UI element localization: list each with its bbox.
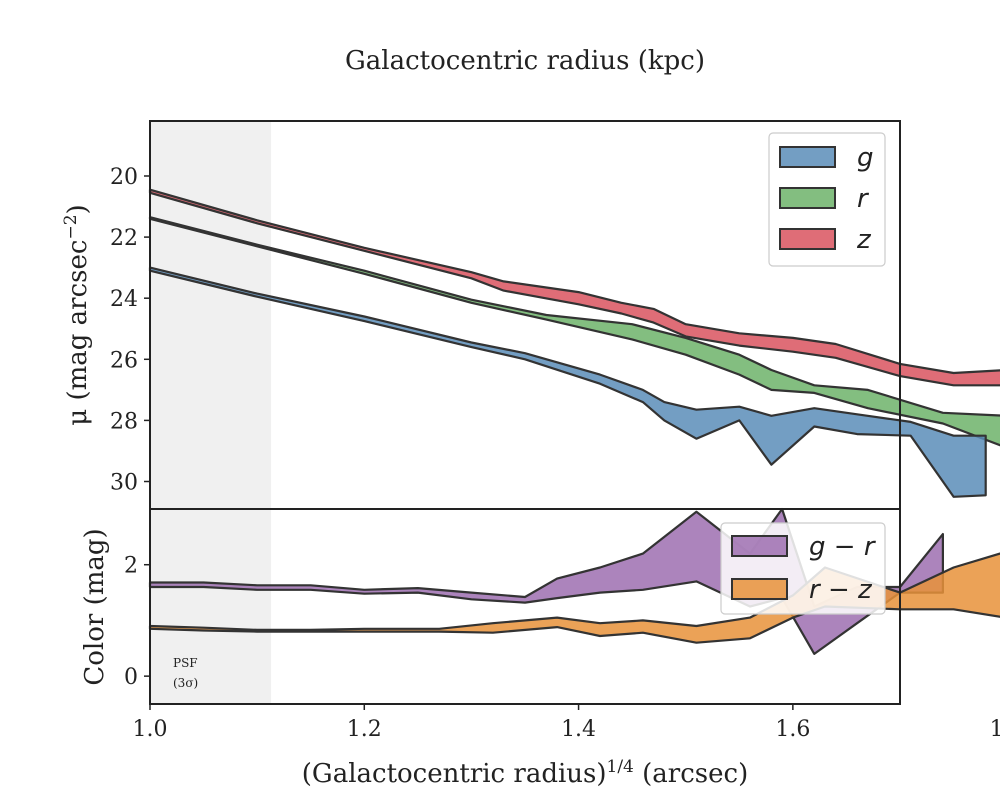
psf-region-top xyxy=(150,121,272,509)
legend-label: g xyxy=(857,143,874,173)
surface-brightness-series xyxy=(148,188,1000,498)
y-tick-label: 2 xyxy=(124,554,138,579)
y-tick-label: 0 xyxy=(124,665,138,690)
legend-label: z xyxy=(856,225,872,255)
psf-region-bottom xyxy=(150,509,272,704)
series-band-r-1 xyxy=(148,216,1000,447)
legend-swatch xyxy=(731,535,788,557)
psf-label-line2: (3σ) xyxy=(173,676,198,690)
series-band-g-2 xyxy=(148,266,987,498)
bottom-legend: g − r r − z xyxy=(720,522,886,615)
legend-label: r xyxy=(857,184,870,214)
bottom-panel-frame xyxy=(149,508,901,705)
series-band-z-0 xyxy=(148,188,1000,387)
bottom-x-ticks: 1.01.21.41.61.82.02.22.42.6 xyxy=(133,704,1000,742)
y-tick-label: 24 xyxy=(110,287,138,312)
top-y-ticks: 20 22 24 26 28 30 xyxy=(110,165,150,496)
y-tick-label: 22 xyxy=(110,226,138,251)
y-tick-label: 28 xyxy=(110,409,138,434)
bottom-y-axis-title: Color (mag) xyxy=(80,528,110,685)
top-legend: grz xyxy=(768,132,886,267)
x-tick-label: 1.6 xyxy=(775,717,810,742)
x-tick-label: 1.2 xyxy=(347,717,382,742)
x-tick-label: 1.8 xyxy=(990,717,1000,742)
legend-swatch xyxy=(731,578,788,600)
top-y-axis-title: μ (mag arcsec−2) xyxy=(61,204,93,425)
legend-swatch xyxy=(779,187,836,209)
legend-label: r − z xyxy=(809,575,873,605)
x-tick-label: 1.4 xyxy=(561,717,596,742)
legend-swatch xyxy=(779,146,836,168)
psf-label-line1: PSF xyxy=(173,656,198,670)
bottom-y-ticks: 02 xyxy=(124,554,150,690)
x-tick-label: 1.0 xyxy=(133,717,168,742)
legend-swatch xyxy=(779,228,836,250)
top-x-axis-title: Galactocentric radius (kpc) xyxy=(345,46,705,76)
y-tick-label: 20 xyxy=(110,165,138,190)
y-tick-label: 30 xyxy=(110,471,138,496)
legend-label: g − r xyxy=(809,532,877,562)
bottom-x-axis-title: (Galactocentric radius)1/4 (arcsec) xyxy=(302,757,748,789)
y-tick-label: 26 xyxy=(110,348,138,373)
